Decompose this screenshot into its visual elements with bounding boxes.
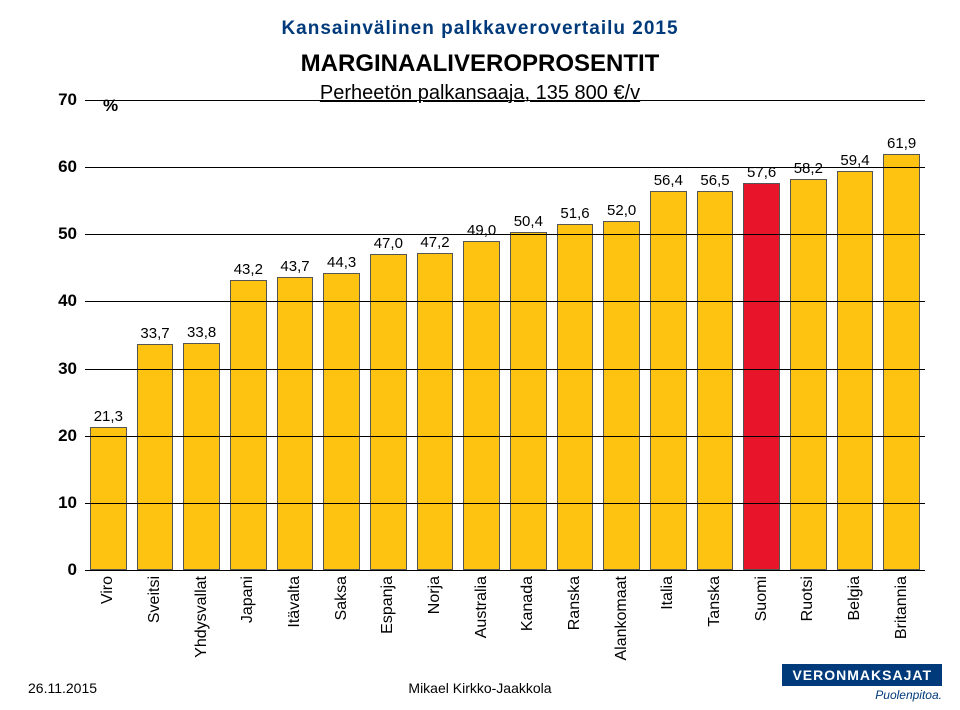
x-axis-label: Kanada — [519, 576, 537, 631]
ytick-label: 50 — [58, 224, 77, 244]
gridline — [85, 503, 925, 504]
ytick-label: 20 — [58, 426, 77, 446]
bar-value-label: 52,0 — [607, 202, 636, 219]
logo-main-text: VERONMAKSAJAT — [782, 664, 942, 686]
x-axis-label: Alankomaat — [613, 576, 631, 661]
bar: 33,7 — [137, 344, 173, 570]
gridline — [85, 301, 925, 302]
bar-value-label: 49,0 — [467, 222, 496, 239]
main-title: MARGINAALIVEROPROSENTIT — [0, 50, 960, 78]
x-axis-label: Espanja — [379, 576, 397, 634]
bar-value-label: 51,6 — [560, 205, 589, 222]
x-axis-label: Saksa — [333, 576, 351, 620]
bar: 49,0 — [463, 241, 499, 570]
bar-value-label: 21,3 — [94, 408, 123, 425]
bars-layer: 21,3Viro33,7Sveitsi33,8Yhdysvallat43,2Ja… — [85, 100, 925, 570]
gridline — [85, 234, 925, 235]
bar: 33,8 — [183, 343, 219, 570]
bar: 43,2 — [230, 280, 266, 570]
ytick-label: 0 — [68, 560, 77, 580]
logo: VERONMAKSAJAT Puolenpitoa. — [782, 664, 942, 702]
x-axis-label: Australia — [473, 576, 491, 638]
bar: 50,4 — [510, 232, 546, 570]
gridline — [85, 100, 925, 101]
bar: 52,0 — [603, 221, 639, 570]
bar-value-label: 43,7 — [280, 258, 309, 275]
x-axis-label: Sveitsi — [146, 576, 164, 623]
logo-sub-text: Puolenpitoa. — [782, 688, 942, 702]
bar: 58,2 — [790, 179, 826, 570]
ytick-label: 40 — [58, 291, 77, 311]
bar: 56,4 — [650, 191, 686, 570]
x-axis-label: Viro — [99, 576, 117, 604]
ytick-label: 10 — [58, 493, 77, 513]
gridline — [85, 167, 925, 168]
bar-value-label: 50,4 — [514, 213, 543, 230]
bar: 51,6 — [557, 224, 593, 570]
x-axis-label: Ranska — [566, 576, 584, 630]
ytick-label: 70 — [58, 90, 77, 110]
bar: 56,5 — [697, 191, 733, 570]
x-axis-label: Belgia — [846, 576, 864, 620]
bar: 57,6 — [743, 183, 779, 570]
bar: 21,3 — [90, 427, 126, 570]
bar-value-label: 58,2 — [794, 160, 823, 177]
bar-value-label: 43,2 — [234, 261, 263, 278]
x-axis-label: Italia — [659, 576, 677, 610]
gridline — [85, 436, 925, 437]
x-axis-label: Britannia — [893, 576, 911, 639]
x-axis-label: Ruotsi — [799, 576, 817, 621]
bar-value-label: 44,3 — [327, 254, 356, 271]
x-axis-label: Norja — [426, 576, 444, 614]
bar: 61,9 — [883, 154, 919, 570]
bar-value-label: 56,5 — [700, 172, 729, 189]
bar-value-label: 61,9 — [887, 135, 916, 152]
bar-value-label: 33,7 — [140, 325, 169, 342]
bar: 59,4 — [837, 171, 873, 570]
bar: 44,3 — [323, 273, 359, 570]
bar-value-label: 47,0 — [374, 235, 403, 252]
bar: 43,7 — [277, 277, 313, 570]
x-axis-label: Japani — [239, 576, 257, 623]
bar-value-label: 56,4 — [654, 172, 683, 189]
x-axis-label: Tanska — [706, 576, 724, 627]
x-axis-label: Suomi — [753, 576, 771, 621]
x-axis-label: Itävalta — [286, 576, 304, 628]
ytick-label: 60 — [58, 157, 77, 177]
bar-chart: 21,3Viro33,7Sveitsi33,8Yhdysvallat43,2Ja… — [85, 100, 925, 570]
bar-value-label: 33,8 — [187, 324, 216, 341]
pre-title: Kansainvälinen palkkaverovertailu 2015 — [0, 18, 960, 40]
ytick-label: 30 — [58, 359, 77, 379]
bar-value-label: 47,2 — [420, 234, 449, 251]
x-axis-label: Yhdysvallat — [193, 576, 211, 658]
gridline — [85, 369, 925, 370]
gridline — [85, 570, 925, 571]
